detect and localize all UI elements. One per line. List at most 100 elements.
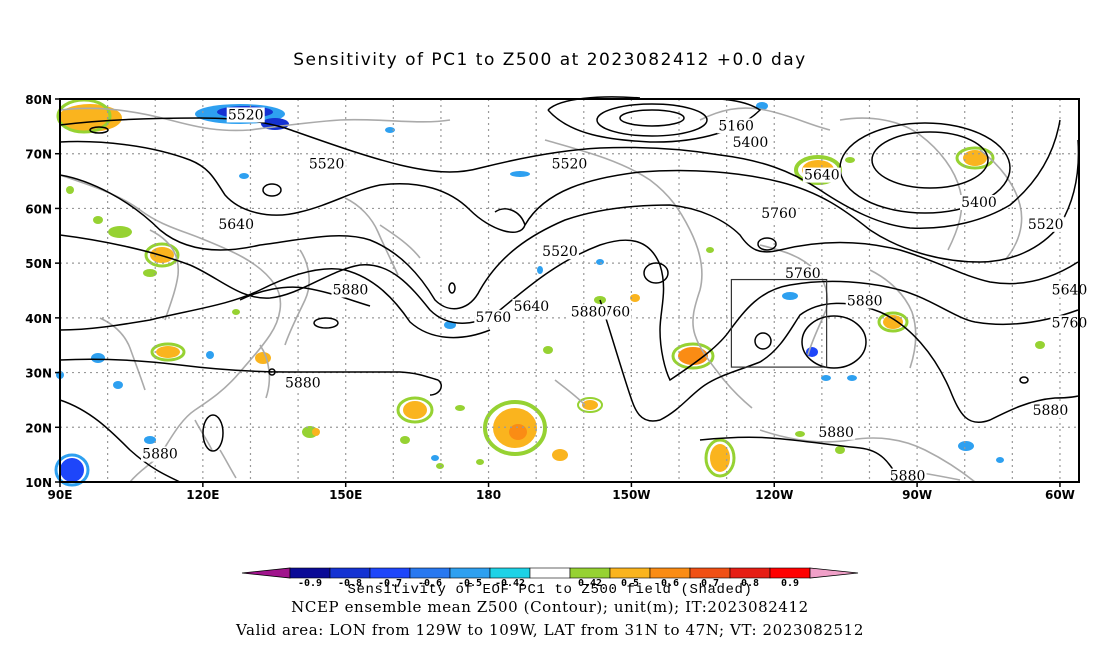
contour-label: 5520 [226, 107, 265, 123]
contour-label: 5760 [1050, 315, 1089, 331]
contour-label: 5760 [474, 309, 513, 326]
svg-text:5760: 5760 [475, 310, 511, 326]
contour-lines [59, 96, 1080, 483]
colorbar-tick-label: 0.7 [701, 578, 719, 589]
svg-text:5520: 5520 [228, 107, 264, 123]
lon-label: 150E [329, 488, 362, 502]
colorbar-tick-label: -0.9 [298, 578, 322, 589]
svg-text:5880: 5880 [333, 283, 369, 299]
colorbar-tick-label: -0.8 [338, 578, 362, 589]
contour-label: 5880 [140, 446, 179, 463]
lat-label: 40N [25, 312, 52, 326]
svg-text:5880: 5880 [890, 469, 926, 485]
lat-label: 30N [25, 367, 52, 381]
lon-label: 120E [186, 488, 219, 502]
colorbar-swatch [241, 567, 291, 579]
lat-label: 20N [25, 421, 52, 435]
svg-text:5160: 5160 [718, 118, 754, 134]
contour-label: 5880 [817, 424, 856, 441]
lat-label: 50N [25, 257, 52, 271]
colorbar-swatch [649, 567, 691, 579]
lon-label: 60W [1045, 488, 1075, 502]
lat-label: 80N [25, 93, 52, 107]
contour-label: 5880 [331, 282, 370, 299]
svg-text:5640: 5640 [218, 217, 254, 233]
colorbar-swatch [529, 567, 571, 579]
lon-label: 120W [755, 488, 793, 502]
lat-axis-labels: 80N 70N 60N 50N 40N 30N 20N 10N [25, 93, 60, 490]
valid-area-caption: Valid area: LON from 129W to 109W, LAT f… [236, 621, 864, 639]
contour-label: 5760 [783, 266, 822, 282]
colorbar-swatch [689, 567, 731, 579]
contour-label: 5640 [512, 298, 551, 315]
svg-text:5880: 5880 [818, 425, 854, 441]
colorbar-tick-label: 0.42 [578, 578, 602, 589]
colorbar-tick-label: 0.8 [741, 578, 759, 589]
svg-text:5520: 5520 [542, 244, 578, 260]
lat-label: 60N [25, 202, 52, 216]
contour-label: 5640 [1050, 282, 1089, 299]
colorbar-swatch [809, 567, 859, 579]
map-frame [59, 98, 1080, 483]
contour-label: 5160 [717, 118, 756, 134]
svg-text:5880: 5880 [571, 304, 607, 320]
colorbar-swatch [569, 567, 611, 579]
svg-text:5640: 5640 [804, 168, 840, 184]
colorbar-swatch [289, 567, 331, 579]
colorbar-swatch [369, 567, 411, 579]
contour-label: 5640 [802, 167, 841, 184]
colorbar-swatch [489, 567, 531, 579]
contour-label: 5760 [760, 205, 799, 222]
lon-axis-labels: 90E 120E 150E 180 150W 120W 90W 60W [48, 482, 1075, 502]
gridlines [60, 99, 1079, 482]
svg-text:5760: 5760 [785, 266, 821, 282]
contour-label: 5880 [888, 468, 927, 485]
contour-label: 5520 [540, 244, 579, 260]
contour-label: 5880 [845, 293, 884, 309]
colorbar-tick-label: -0.5 [458, 578, 482, 589]
valid-area-box [730, 278, 828, 368]
colorbar-swatch [329, 567, 371, 579]
contour-label: 5640 [217, 216, 256, 233]
contour-label: 5400 [731, 134, 770, 151]
contour-label: 5400 [960, 194, 999, 211]
svg-text:5640: 5640 [514, 299, 550, 315]
svg-text:5880: 5880 [142, 447, 178, 463]
colorbar: -0.9 -0.8 -0.7 -0.6 -0.5 -0.42 0.42 0.5 0.6 0.7 0.… [241, 567, 859, 589]
contour-label: 5880 [1031, 402, 1070, 419]
colorbar-swatch [769, 567, 811, 579]
contour-label: 5520 [1026, 216, 1065, 233]
contour-label: 5520 [307, 156, 346, 173]
contour-label: 5880 [569, 304, 608, 320]
colorbar-swatch [449, 567, 491, 579]
lon-label: 150W [612, 488, 650, 502]
svg-text:5400: 5400 [961, 195, 997, 211]
svg-text:5520: 5520 [552, 157, 588, 173]
lon-label: 90E [48, 488, 73, 502]
svg-text:5760: 5760 [761, 206, 797, 222]
colorbar-tick-label: 0.9 [781, 578, 799, 589]
colorbar-tick-label: -0.7 [378, 578, 402, 589]
svg-text:5520: 5520 [309, 157, 345, 173]
svg-text:5880: 5880 [847, 293, 883, 309]
svg-text:5640: 5640 [1052, 283, 1088, 299]
colorbar-swatch [609, 567, 651, 579]
lat-label: 70N [25, 148, 52, 162]
contour-label: 5520 [550, 156, 589, 173]
chart-title: Sensitivity of PC1 to Z500 at 2023082412… [293, 50, 807, 70]
colorbar-tick-label: 0.6 [661, 578, 679, 589]
svg-text:5400: 5400 [733, 135, 769, 151]
svg-text:5880: 5880 [285, 376, 321, 392]
colorbar-tick-label: -0.42 [495, 578, 525, 589]
contour-label: 5880 [283, 375, 322, 392]
contour-caption: NCEP ensemble mean Z500 (Contour); unit(… [291, 598, 809, 616]
colorbar-tick-label: -0.6 [418, 578, 442, 589]
colorbar-swatch [729, 567, 771, 579]
lon-label: 90W [902, 488, 932, 502]
lon-label: 180 [476, 488, 501, 502]
svg-text:5520: 5520 [1028, 217, 1064, 233]
colorbar-title: Sensitivity of EOF PC1 to Z500 field (Sh… [347, 582, 753, 598]
colorbar-swatch [409, 567, 451, 579]
